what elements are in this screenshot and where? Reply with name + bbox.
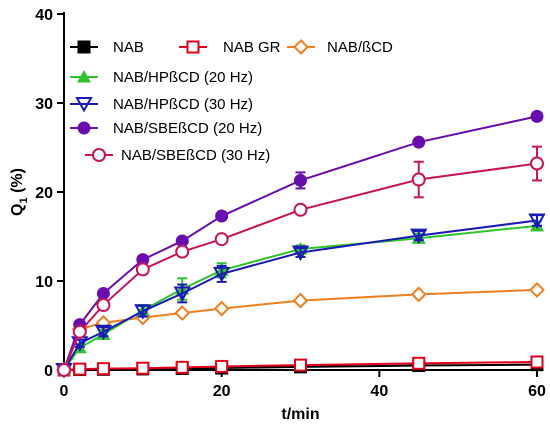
data-point — [175, 234, 189, 248]
y-tick-label: 10 — [35, 274, 53, 291]
data-point — [213, 300, 230, 317]
y-tick-label: 0 — [44, 363, 53, 380]
data-point — [136, 253, 150, 267]
legend-item-5: NAB/HPßCD (30 Hz) — [70, 96, 253, 113]
series-5 — [55, 213, 546, 379]
legend-marker — [75, 97, 93, 113]
data-point — [530, 355, 544, 369]
y-tick-label: 30 — [35, 96, 53, 113]
legend-marker — [293, 39, 309, 55]
legend-label: NAB/SBEßCD (30 Hz) — [121, 147, 270, 164]
y-tick-label: 40 — [35, 7, 53, 24]
data-point — [410, 286, 427, 303]
data-point — [173, 286, 191, 303]
legend-marker — [77, 121, 91, 135]
x-tick-label: 40 — [370, 383, 388, 400]
data-point — [57, 363, 71, 377]
data-point — [528, 213, 546, 230]
data-point — [96, 286, 110, 300]
data-point — [215, 209, 229, 223]
y-tick-label: 20 — [35, 185, 53, 202]
data-point — [212, 266, 231, 283]
data-point — [293, 202, 308, 217]
x-tick-label: 20 — [213, 383, 231, 400]
legend-marker — [186, 40, 200, 54]
axes: 0 10 20 30 40 0 20 40 60 — [35, 7, 546, 400]
legend-item-4: NAB/HPßCD (20 Hz) — [70, 69, 253, 86]
legend-item-1: NAB — [70, 39, 144, 56]
legend-item-7: NAB/SBEßCD (30 Hz) — [85, 147, 270, 164]
legend-label: NAB/ßCD — [327, 39, 393, 56]
legend: NAB NAB GR NAB/ßCD NAB/HPßCD (20 Hz) NAB/HPß… — [70, 39, 393, 164]
data-point — [135, 262, 150, 277]
data-point — [412, 135, 426, 149]
data-point — [134, 304, 152, 320]
series-layer — [55, 109, 546, 379]
data-point — [96, 362, 110, 376]
data-point — [175, 360, 189, 374]
data-point — [73, 362, 87, 376]
y-axis-title: Q1 (%) — [9, 168, 30, 216]
data-point — [411, 172, 426, 187]
legend-item-6: NAB/SBEßCD (20 Hz) — [70, 120, 262, 137]
data-point — [72, 324, 87, 339]
data-point — [529, 281, 545, 298]
legend-item-3: NAB/ßCD — [287, 39, 393, 56]
series-7 — [57, 145, 544, 377]
data-point — [175, 244, 190, 259]
data-point — [530, 109, 544, 123]
data-point — [94, 324, 113, 341]
legend-label: NAB/SBEßCD (20 Hz) — [113, 120, 262, 137]
legend-marker — [92, 148, 106, 162]
data-point — [292, 292, 309, 309]
x-axis-title: t/min — [281, 406, 319, 423]
legend-label: NAB GR — [223, 39, 281, 56]
legend-item-2: NAB GR — [179, 39, 281, 56]
data-point — [294, 358, 307, 372]
data-point — [530, 156, 544, 171]
data-point — [96, 298, 111, 313]
data-point — [294, 173, 307, 187]
data-point — [410, 228, 428, 245]
legend-label: NAB — [113, 39, 144, 56]
legend-marker — [77, 70, 91, 83]
legend-label: NAB/HPßCD (30 Hz) — [113, 96, 253, 113]
data-point — [136, 361, 150, 375]
x-tick-label: 0 — [60, 383, 69, 400]
legend-marker — [77, 40, 91, 54]
data-point — [215, 359, 229, 373]
legend-label: NAB/HPßCD (20 Hz) — [113, 69, 253, 86]
data-point — [174, 305, 191, 321]
x-tick-label: 60 — [528, 383, 546, 400]
data-point — [214, 232, 229, 247]
data-point — [291, 245, 310, 262]
data-point — [412, 356, 426, 370]
